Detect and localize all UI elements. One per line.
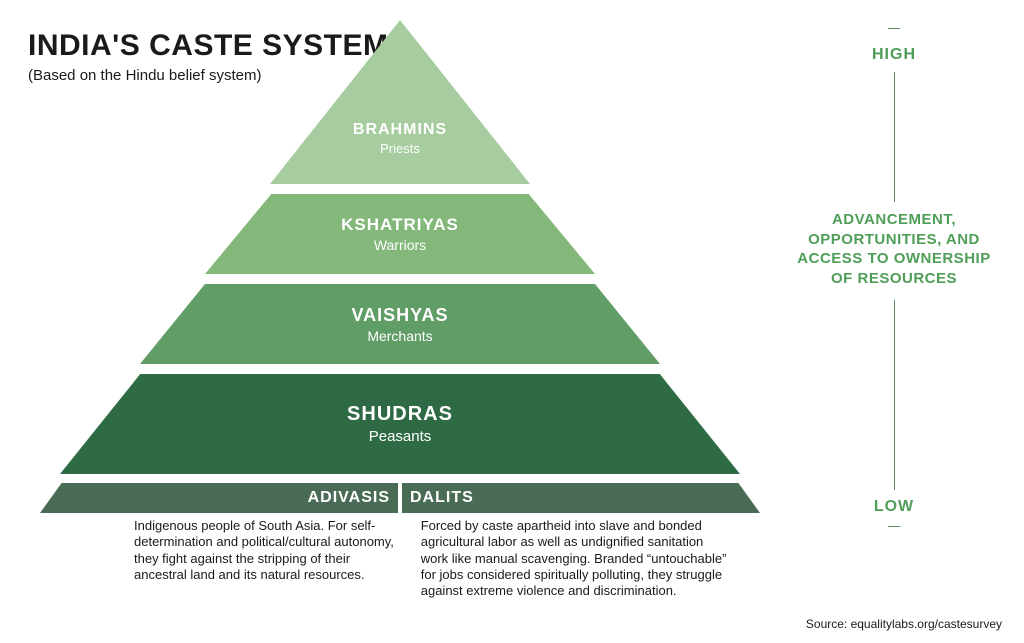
tier-role: Warriors <box>374 237 426 253</box>
tier-name: KSHATRIYAS <box>341 215 459 235</box>
scale-line-lower <box>894 300 895 490</box>
pyramid-base-bar: ADIVASIS DALITS <box>40 483 760 513</box>
pyramid-tier-vaishyas: VAISHYAS Merchants <box>140 284 660 364</box>
base-label-dalits: DALITS <box>402 483 760 513</box>
tier-role: Peasants <box>369 428 432 445</box>
scale: HIGH ADVANCEMENT, OPPORTUNITIES, AND ACC… <box>804 28 984 538</box>
tier-role: Priests <box>380 141 420 156</box>
desc-dalits: Forced by caste apartheid into slave and… <box>421 518 730 599</box>
tier-name: VAISHYAS <box>351 305 448 326</box>
tier-name: SHUDRAS <box>347 403 453 426</box>
scale-label-low: LOW <box>804 498 984 516</box>
desc-adivasis: Indigenous people of South Asia. For sel… <box>90 518 401 599</box>
pyramid: BRAHMINS Priests KSHATRIYAS Warriors VAI… <box>60 20 740 510</box>
tier-name: BRAHMINS <box>353 121 447 139</box>
pyramid-tier-kshatriyas: KSHATRIYAS Warriors <box>205 194 595 274</box>
scale-line-upper <box>894 72 895 202</box>
pyramid-tier-shudras: SHUDRAS Peasants <box>60 374 740 474</box>
tier-role: Merchants <box>367 328 432 344</box>
source-credit: Source: equalitylabs.org/castesurvey <box>806 617 1002 631</box>
pyramid-tier-brahmins: BRAHMINS Priests <box>270 20 530 184</box>
scale-label-mid: ADVANCEMENT, OPPORTUNITIES, AND ACCESS T… <box>794 210 994 288</box>
scale-label-high: HIGH <box>804 46 984 64</box>
base-label-adivasis: ADIVASIS <box>40 483 398 513</box>
scale-tick-top <box>888 28 900 29</box>
base-descriptions: Indigenous people of South Asia. For sel… <box>90 518 730 599</box>
scale-tick-bottom <box>888 526 900 527</box>
